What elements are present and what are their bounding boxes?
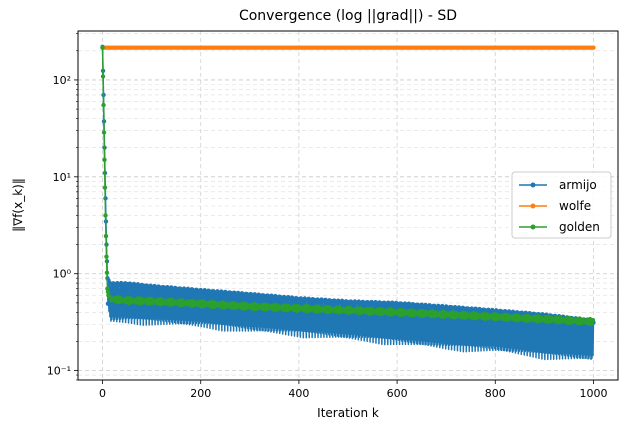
golden-point — [104, 254, 109, 259]
y-tick-label: 10¹ — [53, 171, 71, 184]
armijo-point — [129, 286, 135, 292]
x-tick-label: 0 — [99, 387, 106, 400]
chart-title: Convergence (log ||grad||) - SD — [239, 8, 457, 24]
armijo-point — [150, 290, 155, 295]
golden-point — [590, 318, 596, 323]
y-tick-label: 10⁰ — [53, 268, 72, 281]
golden-point — [105, 289, 111, 295]
golden-point — [104, 270, 110, 275]
legend-swatch-marker — [530, 224, 536, 230]
legend-swatch-marker — [530, 182, 536, 188]
wolfe-point — [591, 45, 596, 50]
legend: armijo wolfe golden — [511, 171, 612, 239]
golden-point — [103, 213, 108, 218]
x-tick-label: 1000 — [579, 387, 607, 400]
armijo-point — [233, 296, 239, 301]
armijo-point — [105, 301, 111, 306]
y-axis-label: ‖∇f(x_k)‖ — [11, 178, 25, 232]
armijo-point — [117, 287, 122, 293]
golden-point — [100, 45, 105, 50]
x-axis-label: Iteration k — [317, 406, 379, 420]
x-tick-label: 400 — [288, 387, 309, 400]
x-tick-label: 600 — [387, 387, 408, 400]
golden-point — [101, 102, 106, 108]
armijo-point — [221, 295, 226, 301]
x-tick-label: 800 — [485, 387, 506, 400]
armijo-point — [167, 291, 172, 296]
golden-point — [103, 233, 109, 239]
x-tick-label: 200 — [190, 387, 211, 400]
armijo-point — [267, 299, 272, 304]
plot-frame — [77, 30, 619, 381]
golden-point — [101, 130, 107, 135]
armijo-point — [217, 295, 222, 300]
armijo-point — [113, 286, 118, 291]
golden-point — [589, 321, 594, 327]
axis-ticks: 0 200 400 600 800 1000 10⁻¹ 10⁰ 10¹ 10² — [47, 33, 607, 400]
plot-data — [100, 44, 596, 361]
series-wolfe — [100, 45, 596, 50]
armijo-point — [254, 298, 259, 304]
y-tick-label: 10⁻¹ — [47, 365, 71, 378]
legend-label: golden — [559, 220, 600, 234]
legend-box — [511, 171, 612, 239]
y-tick-label: 10² — [53, 74, 71, 87]
armijo-point — [237, 297, 243, 302]
golden-point — [100, 74, 106, 79]
golden-point — [102, 185, 108, 190]
legend-label: wolfe — [559, 199, 591, 213]
armijo-point — [133, 288, 139, 293]
armijo-point — [179, 291, 185, 296]
legend-entry-wolfe: wolfe — [519, 199, 591, 213]
armijo-point — [204, 294, 209, 299]
armijo-point — [200, 294, 205, 299]
armijo-point — [163, 289, 168, 295]
golden-point — [102, 157, 107, 162]
legend-entry-armijo: armijo — [519, 178, 597, 192]
legend-entry-golden: golden — [519, 220, 600, 234]
armijo-point — [183, 292, 189, 298]
legend-label: armijo — [559, 178, 597, 192]
series-golden — [100, 45, 596, 327]
armijo-point — [146, 288, 151, 293]
series-armijo — [100, 44, 596, 361]
armijo-point — [250, 297, 255, 303]
legend-swatch-marker — [530, 203, 536, 209]
